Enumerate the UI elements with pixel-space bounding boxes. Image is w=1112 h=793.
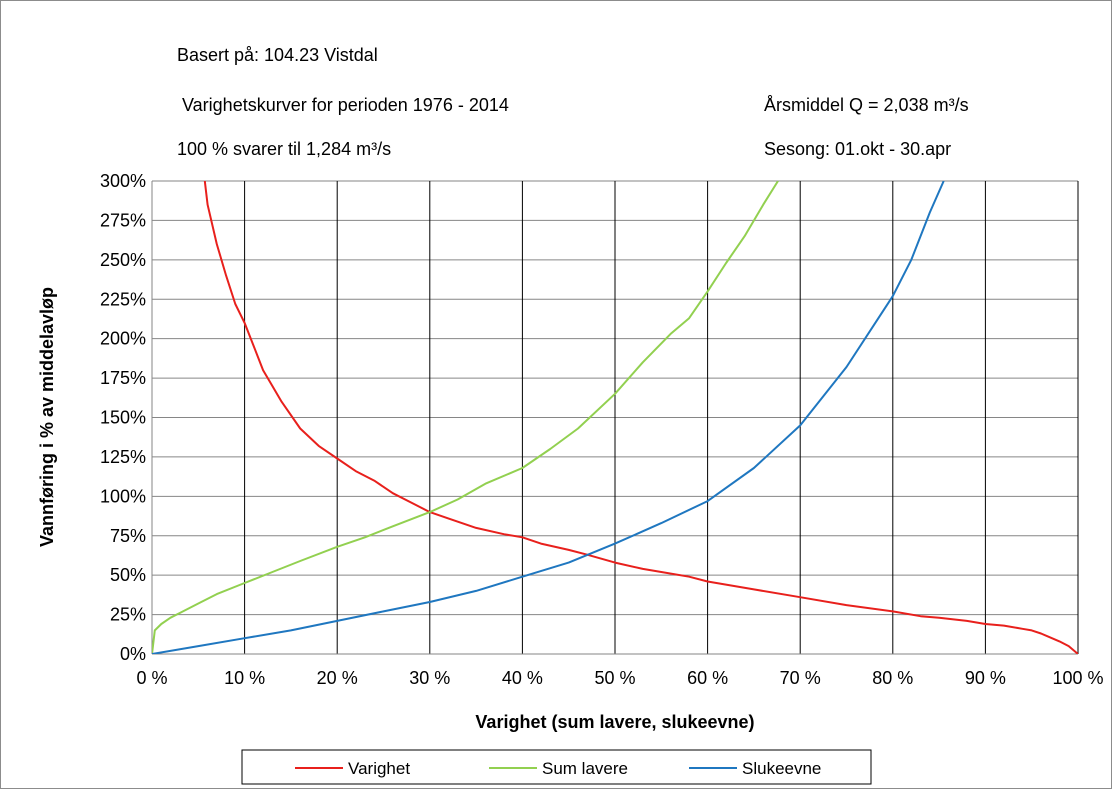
y-tick-label: 300%	[100, 171, 146, 191]
x-tick-label: 30 %	[409, 668, 450, 688]
y-tick-label: 200%	[100, 329, 146, 349]
x-axis-title: Varighet (sum lavere, slukeevne)	[475, 712, 754, 732]
y-axis-title: Vannføring i % av middelavløp	[37, 287, 57, 547]
y-tick-label: 250%	[100, 250, 146, 270]
axis-ticks: 0% 25% 50% 75% 100% 125% 150% 175% 200% 225% 250% 2…	[100, 171, 1104, 688]
y-tick-label: 75%	[110, 526, 146, 546]
y-tick-label: 50%	[110, 565, 146, 585]
y-tick-label: 125%	[100, 447, 146, 467]
x-tick-label: 40 %	[502, 668, 543, 688]
series-line-sum-lavere	[152, 181, 779, 654]
x-tick-label: 90 %	[965, 668, 1006, 688]
info-season: Sesong: 01.okt - 30.apr	[764, 139, 951, 159]
legend: Varighet Sum lavere Slukeevne	[241, 749, 872, 785]
x-tick-label: 0 %	[136, 668, 167, 688]
series-line-varighet	[203, 181, 1078, 654]
y-tick-label: 150%	[100, 408, 146, 428]
x-tick-label: 20 %	[317, 668, 358, 688]
y-tick-label: 25%	[110, 605, 146, 625]
y-tick-label: 225%	[100, 289, 146, 309]
x-tick-label: 60 %	[687, 668, 728, 688]
series-lines	[152, 181, 1078, 654]
grid-lines	[151, 180, 1079, 655]
x-tick-label: 50 %	[594, 668, 635, 688]
info-annual-mean: Årsmiddel Q = 2,038 m³/s	[764, 95, 969, 115]
x-tick-label: 70 %	[780, 668, 821, 688]
y-tick-label: 100%	[100, 486, 146, 506]
info-basis: Basert på: 104.23 Vistdal	[177, 45, 378, 65]
series-line-slukeevne	[152, 181, 945, 654]
y-tick-label: 0%	[120, 644, 146, 664]
info-period: Varighetskurver for perioden 1976 - 2014	[182, 95, 509, 115]
x-tick-label: 80 %	[872, 668, 913, 688]
info-hundred-pct: 100 % svarer til 1,284 m³/s	[177, 139, 391, 159]
x-tick-label: 10 %	[224, 668, 265, 688]
legend-label-varighet: Varighet	[348, 759, 410, 778]
y-tick-label: 175%	[100, 368, 146, 388]
legend-label-sum-lavere: Sum lavere	[542, 759, 628, 778]
legend-box	[241, 749, 872, 785]
x-tick-label: 100 %	[1052, 668, 1103, 688]
y-tick-label: 275%	[100, 210, 146, 230]
legend-label-slukeevne: Slukeevne	[742, 759, 821, 778]
